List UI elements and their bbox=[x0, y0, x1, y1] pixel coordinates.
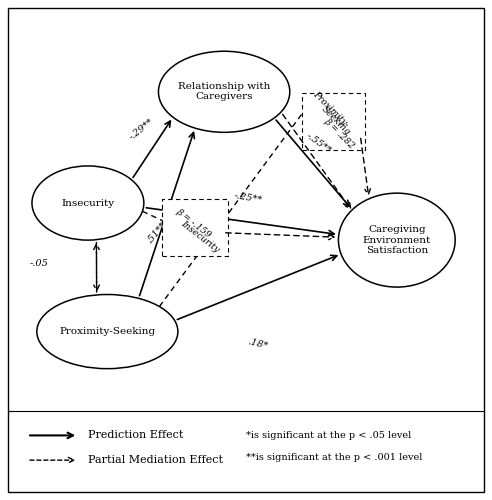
Text: Caregiving
Environment
Satisfaction: Caregiving Environment Satisfaction bbox=[363, 225, 431, 255]
Text: β = -.159: β = -.159 bbox=[175, 206, 213, 239]
Text: Insecurity: Insecurity bbox=[179, 219, 220, 254]
FancyBboxPatch shape bbox=[162, 200, 228, 256]
Ellipse shape bbox=[338, 193, 455, 287]
Text: Prediction Effect: Prediction Effect bbox=[88, 430, 184, 440]
Text: -.55**: -.55** bbox=[305, 132, 333, 156]
Text: Insecurity: Insecurity bbox=[62, 198, 115, 207]
Text: -.05: -.05 bbox=[30, 260, 49, 268]
Text: .51**: .51** bbox=[145, 220, 168, 246]
Text: β = .282: β = .282 bbox=[323, 116, 356, 150]
Ellipse shape bbox=[37, 294, 178, 368]
Text: -.29**: -.29** bbox=[127, 116, 155, 141]
Text: .18*: .18* bbox=[247, 337, 269, 351]
Text: Proximity-Seeking: Proximity-Seeking bbox=[60, 327, 155, 336]
Text: Partial Mediation Effect: Partial Mediation Effect bbox=[88, 455, 223, 465]
Text: Seeking: Seeking bbox=[320, 104, 352, 136]
Text: -.25**: -.25** bbox=[234, 191, 263, 205]
Text: Relationship with
Caregivers: Relationship with Caregivers bbox=[178, 82, 270, 102]
Ellipse shape bbox=[32, 166, 144, 240]
FancyBboxPatch shape bbox=[302, 93, 365, 150]
Text: **is significant at the p < .001 level: **is significant at the p < .001 level bbox=[246, 453, 422, 462]
Text: Proximity-: Proximity- bbox=[311, 90, 351, 129]
Text: *is significant at the p < .05 level: *is significant at the p < .05 level bbox=[246, 431, 411, 440]
Ellipse shape bbox=[158, 51, 290, 132]
